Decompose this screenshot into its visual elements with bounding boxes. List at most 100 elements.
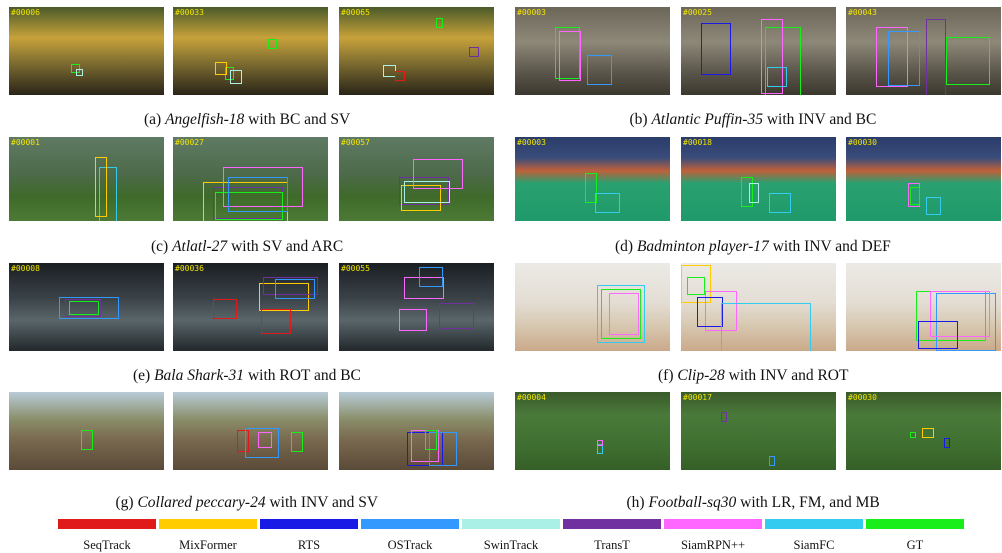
seqtrack-box xyxy=(237,430,249,452)
panel-caption: (g) Collared peccary-24 with INV and SV xyxy=(116,494,379,512)
frame-number: #00065 xyxy=(341,8,370,17)
ostrack-box xyxy=(59,297,119,319)
siamrpn++-box xyxy=(876,27,908,87)
ostrack-box xyxy=(587,55,612,85)
gt-box xyxy=(585,173,597,203)
gt-box xyxy=(601,289,641,339)
caption-sequence-name: Atlantic Puffin-35 xyxy=(651,111,763,128)
legend-label: GT xyxy=(906,538,924,552)
rts-box xyxy=(944,438,950,448)
siamrpn++-box xyxy=(609,293,639,335)
gt-box xyxy=(436,18,443,28)
siamrpn++-box xyxy=(930,291,990,337)
frame-number: #00008 xyxy=(11,264,40,273)
siamrpn++-box xyxy=(597,440,603,446)
panel-caption: (a) Angelfish-18 with BC and SV xyxy=(144,111,350,129)
frame-d-3: #00030 xyxy=(846,137,1001,221)
siamrpn++-box xyxy=(258,432,272,448)
gt-box xyxy=(71,64,80,73)
caption-sequence-name: Clip-28 xyxy=(677,367,725,384)
gt-box xyxy=(268,39,277,49)
seqtrack-box xyxy=(395,71,405,81)
panel-caption: (d) Badminton player-17 with INV and DEF xyxy=(615,238,891,256)
caption-label: (g) xyxy=(115,494,138,511)
siamrpn++-box xyxy=(413,159,463,189)
frame-g-3 xyxy=(339,392,494,470)
frame-e-3: #00055 xyxy=(339,263,494,351)
mixformer-box xyxy=(259,283,309,311)
caption-sequence-name: Bala Shark-31 xyxy=(154,367,245,384)
frame-number: #00030 xyxy=(848,393,877,402)
frame-number: #00018 xyxy=(683,138,712,147)
panel-caption: (h) Football-sq30 with LR, FM, and MB xyxy=(627,494,880,512)
frame-number: #00004 xyxy=(517,393,546,402)
siamfc-box xyxy=(597,285,645,343)
frame-b-1: #00003 xyxy=(515,7,670,95)
frame-a-2: #00033 xyxy=(173,7,328,95)
legend-swatch-siamfc xyxy=(765,519,863,529)
transt-box xyxy=(469,47,479,57)
siamfc-box xyxy=(595,193,620,213)
frame-number: #00001 xyxy=(11,138,40,147)
frame-number: #00030 xyxy=(848,138,877,147)
legend-swatch-transt xyxy=(563,519,661,529)
mixformer-box xyxy=(215,62,227,75)
ostrack-box xyxy=(275,279,315,299)
swintrack-box xyxy=(404,181,450,203)
caption-attributes: with INV and DEF xyxy=(768,238,891,255)
legend-label: SwinTrack xyxy=(483,538,539,552)
panel-caption: (f) Clip-28 with INV and ROT xyxy=(658,367,848,385)
legend-swatch-ostrack xyxy=(361,519,459,529)
legend-swatch-seqtrack xyxy=(58,519,156,529)
frame-f-1 xyxy=(515,263,670,351)
caption-attributes: with LR, FM, and MB xyxy=(736,494,880,511)
seqtrack-box xyxy=(213,299,237,319)
frame-b-3: #00043 xyxy=(846,7,1001,95)
ostrack-box xyxy=(419,267,443,287)
panel-caption: (e) Bala Shark-31 with ROT and BC xyxy=(133,367,361,385)
caption-label: (h) xyxy=(626,494,649,511)
transt-box xyxy=(65,299,101,317)
siamfc-box xyxy=(769,193,791,213)
frame-f-3 xyxy=(846,263,1001,351)
caption-attributes: with BC and SV xyxy=(244,111,351,128)
transt-box xyxy=(439,303,474,329)
siamrpn++-box xyxy=(223,167,303,207)
frame-c-3: #00057 xyxy=(339,137,494,221)
ostrack-box xyxy=(245,428,279,458)
legend-swatch-rts xyxy=(260,519,358,529)
caption-label: (f) xyxy=(658,367,678,384)
frame-h-2: #00017 xyxy=(681,392,836,470)
ostrack-box xyxy=(228,177,288,212)
frame-number: #00003 xyxy=(517,138,546,147)
gt-box xyxy=(765,27,801,95)
frame-number: #00055 xyxy=(341,264,370,273)
frame-h-1: #00004 xyxy=(515,392,670,470)
siamfc-box xyxy=(926,197,941,215)
caption-attributes: with INV and BC xyxy=(762,111,877,128)
mixformer-box xyxy=(401,185,441,211)
gt-box xyxy=(910,187,920,205)
siamrpn++-box xyxy=(399,309,427,331)
siamfc-box xyxy=(721,303,811,351)
legend-swatch-gt xyxy=(866,519,964,529)
siamrpn++-box xyxy=(761,19,783,94)
panel-caption: (c) Atlatl-27 with SV and ARC xyxy=(151,238,343,256)
ostrack-box xyxy=(888,31,920,86)
caption-label: (b) xyxy=(629,111,652,128)
legend-label: SiamRPN++ xyxy=(680,538,746,552)
siamrpn++-box xyxy=(559,31,581,81)
frame-number: #00036 xyxy=(175,264,204,273)
caption-attributes: with SV and ARC xyxy=(227,238,344,255)
frame-h-3: #00030 xyxy=(846,392,1001,470)
siamfc-box xyxy=(99,167,117,221)
frame-number: #00043 xyxy=(848,8,877,17)
mixformer-box xyxy=(681,265,711,303)
legend-swatch-mixformer xyxy=(159,519,257,529)
gt-box xyxy=(910,432,916,438)
siamrpn++-box xyxy=(404,277,444,299)
caption-sequence-name: Football-sq30 xyxy=(648,494,737,511)
swintrack-box xyxy=(749,183,759,203)
gt-box xyxy=(225,67,234,80)
mixformer-box xyxy=(922,428,934,438)
